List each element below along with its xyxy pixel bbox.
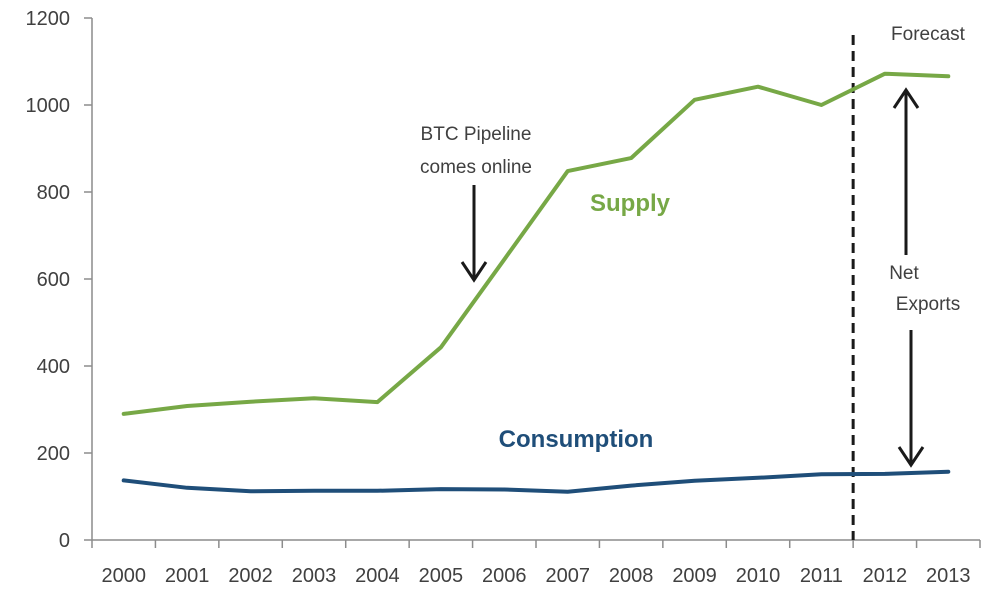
net-exports-label-line1: Net [889,263,919,284]
pipeline-annotation-line2: comes online [420,157,532,178]
net-exports-arrow-up [892,87,920,255]
x-tick-label: 2008 [609,565,654,587]
x-tick-label: 2006 [482,565,527,587]
series-lines [121,71,951,494]
x-tick-label: 2003 [292,565,337,587]
forecast-label: Forecast [891,24,966,45]
y-tick-label: 800 [37,182,70,204]
y-axis-ticks: 0 200 400 600 800 1000 1200 [26,8,92,552]
pipeline-arrow [460,185,488,283]
x-tick-label: 2011 [800,565,843,587]
x-tick-label: 2002 [228,565,273,587]
x-axis-ticks: 2000 2001 2002 2003 2004 2005 2006 2007 2008 2009… [91,540,981,587]
x-tick-label: 2010 [736,565,781,587]
x-tick-label: 2001 [165,565,210,587]
y-tick-label: 0 [59,530,70,552]
x-tick-label: 2004 [355,565,400,587]
x-tick-label: 2007 [545,565,590,587]
y-tick-label: 600 [37,269,70,291]
y-tick-label: 1000 [26,95,71,117]
y-tick-label: 400 [37,356,70,378]
y-tick-label: 1200 [26,8,71,30]
consumption-series-label: Consumption [499,426,654,453]
x-tick-label: 2000 [101,565,146,587]
x-tick-label: 2012 [863,565,908,587]
consumption-series-line [121,469,951,494]
supply-series-label: Supply [590,190,671,217]
x-tick-label: 2005 [419,565,464,587]
y-tick-label: 200 [37,443,70,465]
x-tick-label: 2009 [672,565,717,587]
axes [91,18,980,541]
net-exports-arrow-down [897,330,925,468]
net-exports-label-line2: Exports [896,294,960,315]
x-tick-label: 2013 [926,565,971,587]
pipeline-annotation-line1: BTC Pipeline [421,124,532,145]
supply-series-line [121,71,951,416]
